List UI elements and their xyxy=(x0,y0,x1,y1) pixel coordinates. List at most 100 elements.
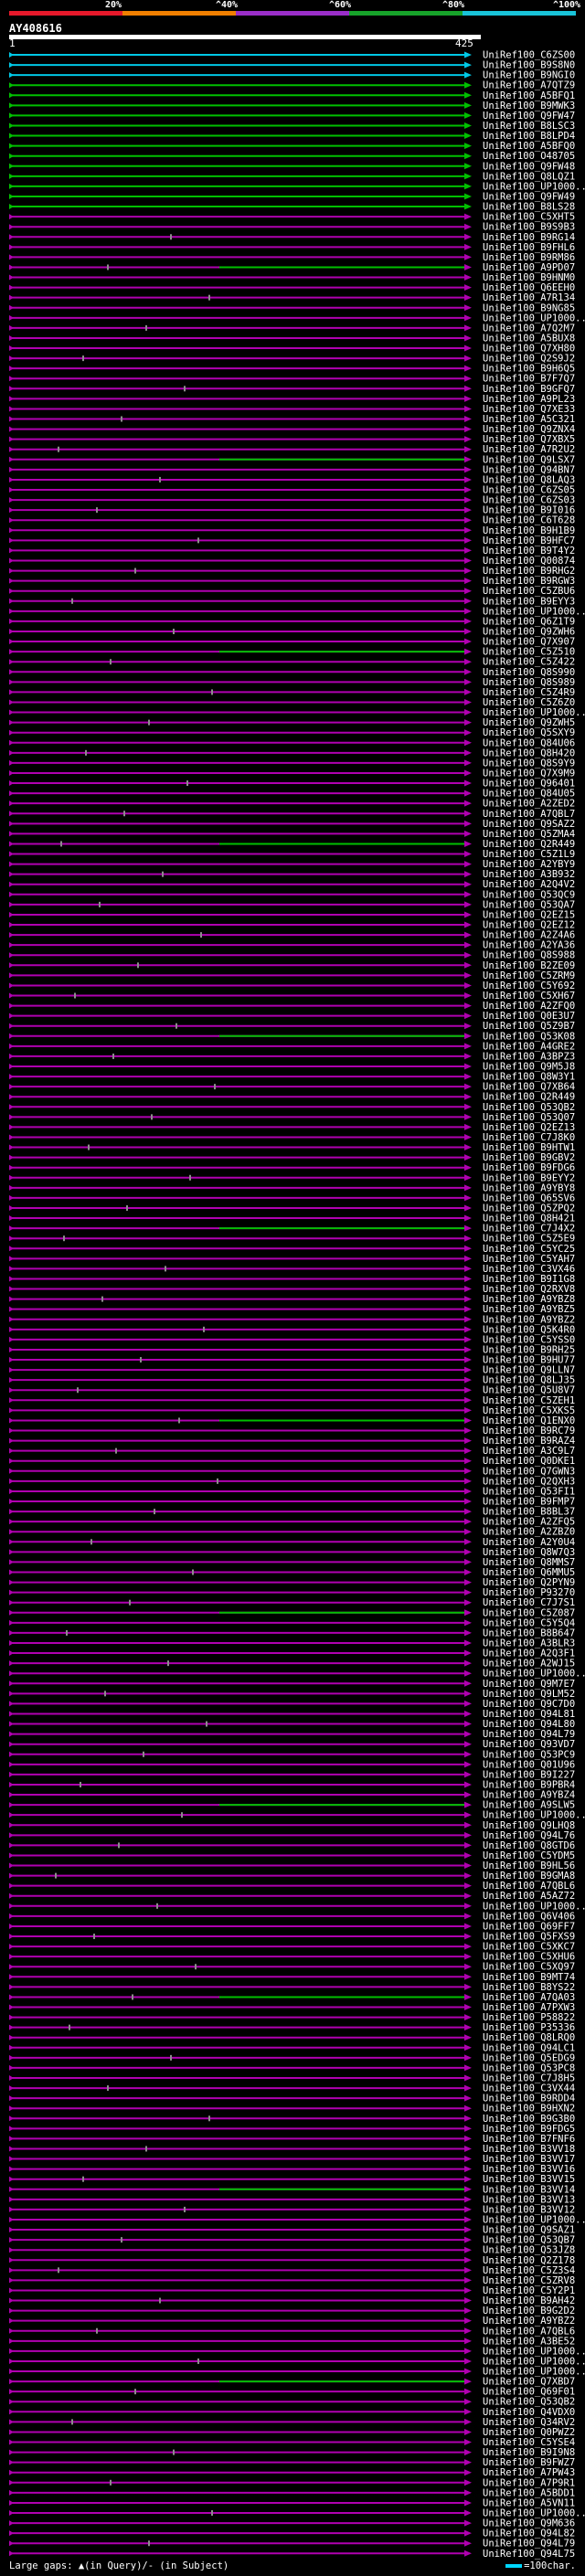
hit-label[interactable]: UniRef100_Q53PC9 xyxy=(483,1749,575,1760)
hit-label[interactable]: UniRef100_B9NGI0 xyxy=(483,70,575,81)
hit-row[interactable]: UniRef100_A3C9L7 xyxy=(9,1446,575,1457)
hit-label[interactable]: UniRef100_Q53QA7 xyxy=(483,899,575,910)
hit-row[interactable]: UniRef100_B9RHG2 xyxy=(9,566,575,577)
hit-label[interactable]: UniRef100_B9RH25 xyxy=(483,1344,575,1355)
hit-label[interactable]: UniRef100_Q7XH80 xyxy=(483,344,575,355)
hit-row[interactable]: UniRef100_A9PD07 xyxy=(9,262,575,273)
hit-label[interactable]: UniRef100_UP1000... xyxy=(483,313,585,323)
hit-row[interactable]: UniRef100_B9NG85 xyxy=(9,302,575,313)
hit-row[interactable]: UniRef100_A9YBZ5 xyxy=(9,1304,575,1315)
hit-row[interactable]: UniRef100_B7FNF6 xyxy=(9,2134,575,2145)
hit-label[interactable]: UniRef100_A7QBL7 xyxy=(483,809,575,820)
hit-row[interactable]: UniRef100_Q5EDG9 xyxy=(9,2052,575,2063)
hit-label[interactable]: UniRef100_Q8LAQ3 xyxy=(483,474,575,485)
hit-row[interactable]: UniRef100_C7J8K0 xyxy=(9,1132,575,1143)
hit-row[interactable]: UniRef100_C5Y692 xyxy=(9,981,575,991)
hit-label[interactable]: UniRef100_Q9LHQ8 xyxy=(483,1820,575,1831)
hit-row[interactable]: UniRef100_A7Q2M7 xyxy=(9,323,575,334)
hit-row[interactable]: UniRef100_B8B647 xyxy=(9,1627,575,1638)
hit-label[interactable]: UniRef100_B8BL37 xyxy=(483,1507,575,1518)
hit-label[interactable]: UniRef100_Q9LM52 xyxy=(483,1689,575,1700)
hit-label[interactable]: UniRef100_A9YBY8 xyxy=(483,1182,575,1193)
hit-label[interactable]: UniRef100_A3B932 xyxy=(483,869,575,880)
hit-label[interactable]: UniRef100_C5Z4R9 xyxy=(483,687,575,698)
hit-label[interactable]: UniRef100_Q8MMS7 xyxy=(483,1557,575,1568)
hit-row[interactable]: UniRef100_C3VX46 xyxy=(9,1264,575,1275)
hit-row[interactable]: UniRef100_C5ZRM9 xyxy=(9,970,575,981)
hit-label[interactable]: UniRef100_Q9ZWH6 xyxy=(483,626,575,637)
hit-row[interactable]: UniRef100_B3VV13 xyxy=(9,2194,575,2205)
hit-row[interactable]: UniRef100_Q53PC9 xyxy=(9,1749,575,1760)
hit-row[interactable]: UniRef100_C5YSS0 xyxy=(9,1334,575,1345)
hit-label[interactable]: UniRef100_A2ZED2 xyxy=(483,799,575,810)
hit-row[interactable]: UniRef100_Q94L76 xyxy=(9,1830,575,1841)
hit-row[interactable]: UniRef100_B7F7Q7 xyxy=(9,374,575,385)
hit-row[interactable]: UniRef100_UP1000... xyxy=(9,2346,585,2357)
hit-label[interactable]: UniRef100_C5Z5E9 xyxy=(483,1234,575,1245)
hit-label[interactable]: UniRef100_B9H1B9 xyxy=(483,525,575,536)
hit-row[interactable]: UniRef100_A2ZFQ0 xyxy=(9,1001,575,1012)
hit-row[interactable]: UniRef100_B8YS22 xyxy=(9,1982,575,1993)
hit-label[interactable]: UniRef100_B9G3B0 xyxy=(483,2114,575,2125)
hit-label[interactable]: UniRef100_UP1000... xyxy=(483,707,585,718)
hit-row[interactable]: UniRef100_A7QBL7 xyxy=(9,809,575,820)
hit-label[interactable]: UniRef100_B9EYY3 xyxy=(483,596,575,607)
hit-row[interactable]: UniRef100_A7QBL6 xyxy=(9,1881,575,1892)
hit-row[interactable]: UniRef100_A5AZ72 xyxy=(9,1891,575,1902)
hit-row[interactable]: UniRef100_Q94L79 xyxy=(9,2539,575,2549)
hit-label[interactable]: UniRef100_Q8GTD6 xyxy=(483,1840,575,1851)
hit-label[interactable]: UniRef100_Q96401 xyxy=(483,779,575,790)
hit-row[interactable]: UniRef100_B9FMP7 xyxy=(9,1497,575,1508)
hit-label[interactable]: UniRef100_A4GRE2 xyxy=(483,1041,575,1052)
hit-label[interactable]: UniRef100_Q2Z178 xyxy=(483,2255,575,2266)
hit-label[interactable]: UniRef100_A7R2U2 xyxy=(483,444,575,455)
hit-label[interactable]: UniRef100_C7J8K0 xyxy=(483,1132,575,1143)
hit-row[interactable]: UniRef100_B9S9B3 xyxy=(9,222,575,233)
hit-label[interactable]: UniRef100_Q8W3Y1 xyxy=(483,1072,575,1083)
hit-row[interactable]: UniRef100_B9G2D2 xyxy=(9,2306,575,2316)
hit-row[interactable]: UniRef100_Q9M7E7 xyxy=(9,1679,575,1690)
hit-row[interactable]: UniRef100_Q5Z9B7 xyxy=(9,1021,575,1032)
hit-row[interactable]: UniRef100_B9I016 xyxy=(9,505,575,516)
hit-row[interactable]: UniRef100_C5YSE4 xyxy=(9,2437,575,2448)
hit-row[interactable]: UniRef100_B9G3B0 xyxy=(9,2114,575,2125)
hit-label[interactable]: UniRef100_Q94L79 xyxy=(483,2539,575,2549)
hit-label[interactable]: UniRef100_B7FNF6 xyxy=(483,2134,575,2145)
hit-label[interactable]: UniRef100_B9RDD4 xyxy=(483,2094,575,2104)
hit-row[interactable]: UniRef100_Q84U06 xyxy=(9,737,575,748)
hit-label[interactable]: UniRef100_Q9ZNX4 xyxy=(483,424,575,435)
hit-label[interactable]: UniRef100_Q8LQZ1 xyxy=(483,171,575,182)
hit-label[interactable]: UniRef100_C5XKS5 xyxy=(483,1405,575,1416)
hit-label[interactable]: UniRef100_B9GMA8 xyxy=(483,1871,575,1882)
hit-label[interactable]: UniRef100_B8LPD4 xyxy=(483,131,575,142)
hit-row[interactable]: UniRef100_B9GFQ7 xyxy=(9,384,575,395)
hit-label[interactable]: UniRef100_B9RGW3 xyxy=(483,576,575,587)
hit-row[interactable]: UniRef100_Q94L81 xyxy=(9,1709,575,1720)
hit-row[interactable]: UniRef100_B3VV12 xyxy=(9,2204,575,2215)
hit-row[interactable]: UniRef100_A7QTZ9 xyxy=(9,80,575,91)
hit-row[interactable]: UniRef100_Q9LLN7 xyxy=(9,1365,575,1376)
hit-row[interactable]: UniRef100_Q2QXH3 xyxy=(9,1476,575,1487)
hit-label[interactable]: UniRef100_P35336 xyxy=(483,2022,575,2033)
hit-label[interactable]: UniRef100_P58822 xyxy=(483,2012,575,2023)
hit-row[interactable]: UniRef100_UP1000... xyxy=(9,606,585,617)
hit-label[interactable]: UniRef100_C5XHT5 xyxy=(483,212,575,223)
hit-label[interactable]: UniRef100_C5Z510 xyxy=(483,647,575,658)
hit-label[interactable]: UniRef100_Q5ZMA4 xyxy=(483,829,575,840)
hit-row[interactable]: UniRef100_A7PW43 xyxy=(9,2467,575,2478)
hit-label[interactable]: UniRef100_A5VN11 xyxy=(483,2497,575,2508)
hit-label[interactable]: UniRef100_B9HL56 xyxy=(483,1860,575,1871)
hit-row[interactable]: UniRef100_Q2EZ13 xyxy=(9,1122,575,1133)
hit-row[interactable]: UniRef100_B9H1B9 xyxy=(9,525,575,536)
hit-row[interactable]: UniRef100_Q01U96 xyxy=(9,1759,575,1770)
hit-row[interactable]: UniRef100_Q69FF7 xyxy=(9,1921,575,1932)
hit-label[interactable]: UniRef100_Q53QC9 xyxy=(483,889,575,900)
hit-label[interactable]: UniRef100_C5Y692 xyxy=(483,981,575,991)
hit-row[interactable]: UniRef100_C3VX44 xyxy=(9,2083,575,2094)
hit-row[interactable]: UniRef100_B9I227 xyxy=(9,1769,575,1780)
hit-label[interactable]: UniRef100_UP1000... xyxy=(483,2214,585,2225)
hit-label[interactable]: UniRef100_Q6V406 xyxy=(483,1911,575,1922)
hit-label[interactable]: UniRef100_C6ZS00 xyxy=(483,50,575,61)
hit-label[interactable]: UniRef100_A5BUX8 xyxy=(483,333,575,344)
hit-row[interactable]: UniRef100_Q9FW49 xyxy=(9,191,575,202)
